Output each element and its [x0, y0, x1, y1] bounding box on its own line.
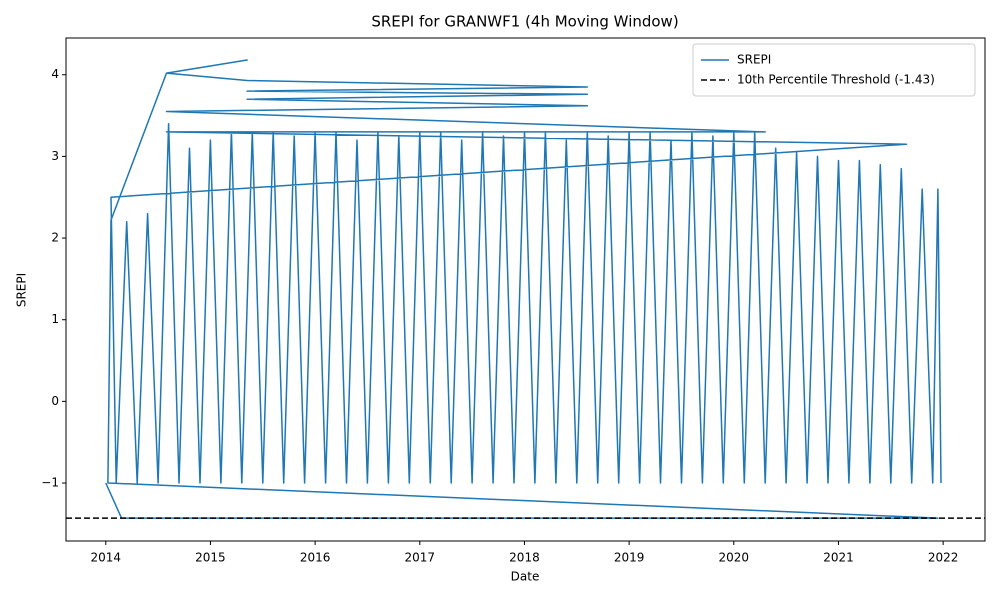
y-axis-label: SREPI: [15, 273, 29, 307]
x-axis-label: Date: [511, 570, 540, 584]
y-tick-label: 0: [51, 394, 59, 408]
legend-label: 10th Percentile Threshold (-1.43): [737, 73, 935, 87]
x-tick-label: 2018: [509, 551, 540, 565]
y-tick-label: 3: [51, 149, 59, 163]
x-tick-label: 2022: [928, 551, 959, 565]
x-tick-label: 2019: [614, 551, 645, 565]
legend-label: SREPI: [737, 53, 771, 67]
chart-title: SREPI for GRANWF1 (4h Moving Window): [371, 13, 678, 31]
x-tick-label: 2014: [91, 551, 122, 565]
data-line: [105, 59, 942, 519]
x-tick-label: 2015: [195, 551, 226, 565]
x-tick-label: 2016: [300, 551, 331, 565]
y-tick-label: −1: [41, 476, 59, 490]
y-tick-label: 4: [51, 67, 59, 81]
y-tick-label: 2: [51, 231, 59, 245]
plot-frame: [65, 37, 986, 542]
x-tick-label: 2021: [823, 551, 854, 565]
y-tick-label: 1: [51, 312, 59, 326]
legend-box: [692, 43, 976, 97]
x-tick-label: 2017: [405, 551, 436, 565]
x-tick-label: 2020: [719, 551, 750, 565]
